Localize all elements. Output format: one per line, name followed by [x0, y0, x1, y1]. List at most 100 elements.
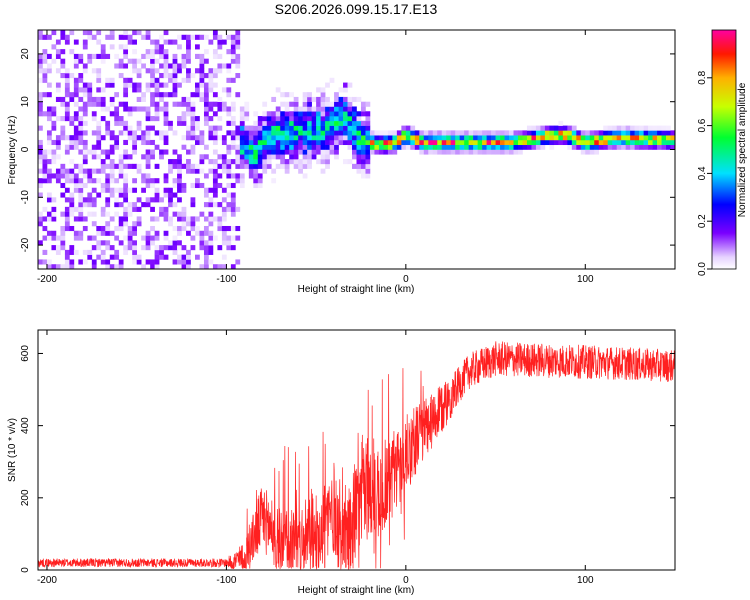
- spectrogram-cell: [360, 144, 366, 150]
- spectrogram-cell: [334, 106, 339, 112]
- spectrogram-cell: [132, 63, 137, 69]
- spectrogram-cell: [100, 101, 106, 107]
- spectrogram-cell: [302, 125, 308, 131]
- spectrogram-cell: [275, 154, 281, 160]
- spectrogram-cell: [82, 259, 88, 265]
- spectrogram-cell: [634, 135, 640, 141]
- spectrogram-cell: [105, 221, 111, 227]
- spectrogram-cell: [553, 139, 559, 146]
- spectrogram-cell: [230, 245, 236, 251]
- spectrogram-cell: [159, 63, 164, 69]
- spectrogram-cell: [226, 106, 232, 112]
- spectrogram-cell: [437, 144, 443, 150]
- spectrogram-cell: [181, 245, 187, 251]
- spectrogram-cell: [38, 125, 43, 131]
- spectrogram-cell: [195, 216, 200, 222]
- spectrogram-cell: [522, 139, 528, 146]
- spectrogram-cell: [464, 149, 469, 155]
- spectrogram-cell: [123, 101, 129, 107]
- spectrogram-cell: [38, 92, 43, 98]
- spectrogram-cell: [352, 139, 357, 146]
- spectrogram-cell: [630, 130, 635, 136]
- spectrogram-cell: [186, 58, 191, 64]
- spectrogram-cell: [284, 125, 290, 131]
- spectrogram-cell: [96, 130, 102, 136]
- spectrogram-cell: [38, 154, 43, 160]
- spectrogram-cell: [150, 68, 155, 74]
- spectrogram-cell: [320, 130, 326, 136]
- spectrogram-cell: [226, 168, 232, 174]
- spectrogram-cell: [154, 178, 160, 184]
- spectrogram-cell: [307, 163, 312, 169]
- spectrogram-cell: [73, 144, 79, 150]
- spectrogram-cell: [594, 130, 600, 136]
- spectrogram-cell: [275, 87, 281, 93]
- spectrogram-cell: [307, 154, 312, 160]
- spectrogram-cell: [190, 73, 196, 79]
- spectrogram-cell: [325, 149, 330, 155]
- spectrogram-cell: [64, 34, 70, 40]
- spectrogram-cell: [186, 39, 191, 45]
- spectrogram-cell: [154, 254, 160, 260]
- spectrogram-cell: [293, 116, 299, 122]
- spectrogram-cell: [253, 135, 259, 141]
- spectrogram-cell: [239, 120, 245, 126]
- spectrogram-cell: [82, 106, 88, 112]
- spectrogram-cell: [230, 182, 236, 189]
- spectrogram-cell: [284, 106, 290, 112]
- spectrogram-cell: [172, 178, 178, 184]
- spectrogram-cell: [531, 135, 537, 141]
- spectrogram-cell: [141, 106, 146, 112]
- spectrogram-cell: [78, 202, 84, 208]
- spectrogram-cell: [257, 163, 263, 169]
- spectrogram-cell: [38, 259, 43, 265]
- spectrogram-cell: [338, 106, 344, 112]
- spectrogram-cell: [145, 182, 151, 189]
- spectrogram-cell: [186, 77, 191, 83]
- spectrogram-cell: [78, 77, 84, 83]
- spectrogram-cell: [356, 159, 362, 165]
- spectrogram-cell: [195, 139, 200, 146]
- spectrogram-cell: [374, 139, 380, 146]
- spectrogram-cell: [495, 130, 501, 136]
- spectrogram-cell: [123, 130, 129, 136]
- spectrogram-cell: [266, 149, 272, 155]
- spectrogram-cell: [51, 245, 57, 251]
- spectrogram-cell: [42, 53, 48, 59]
- spectrogram-cell: [38, 111, 43, 117]
- spectrogram-cell: [302, 154, 308, 160]
- spectrogram-cell: [55, 135, 61, 141]
- spectrogram-cell: [181, 163, 187, 169]
- spectrogram-cell: [60, 63, 66, 69]
- spectrogram-cell: [347, 82, 353, 88]
- spectrogram-cell: [356, 130, 362, 136]
- spectrogram-cell: [275, 120, 281, 126]
- spectrogram-cell: [316, 111, 321, 117]
- spectrogram-cell: [96, 96, 102, 102]
- spectrogram-cell: [598, 139, 604, 146]
- spectrogram-cell: [203, 249, 209, 255]
- spectrogram-cell: [284, 92, 290, 98]
- spectrogram-cell: [589, 130, 595, 136]
- spectrogram-cell: [105, 230, 111, 236]
- spectrogram-cell: [141, 53, 146, 59]
- spectrogram-cell: [212, 82, 218, 88]
- spectrogram-cell: [477, 135, 483, 141]
- spectrogram-cell: [509, 135, 514, 141]
- spectrogram-cell: [648, 125, 653, 131]
- spectrogram-cell: [343, 111, 348, 117]
- spectrogram-cell: [105, 82, 111, 88]
- spectrogram-cell: [136, 30, 142, 36]
- spectrogram-cell: [630, 135, 635, 141]
- spectrogram-cell: [517, 149, 523, 155]
- spectrogram-cell: [163, 53, 169, 59]
- spectrogram-cell: [91, 154, 97, 160]
- spectrogram-cell: [257, 144, 263, 150]
- spectrogram-cell: [212, 264, 218, 269]
- spectrogram-cell: [186, 101, 191, 107]
- spectrogram-cell: [230, 264, 236, 269]
- spectrogram-cell: [109, 101, 115, 107]
- spectrogram-cell: [203, 254, 209, 260]
- spectrogram-cell: [468, 135, 474, 141]
- spectrogram-cell: [150, 178, 155, 184]
